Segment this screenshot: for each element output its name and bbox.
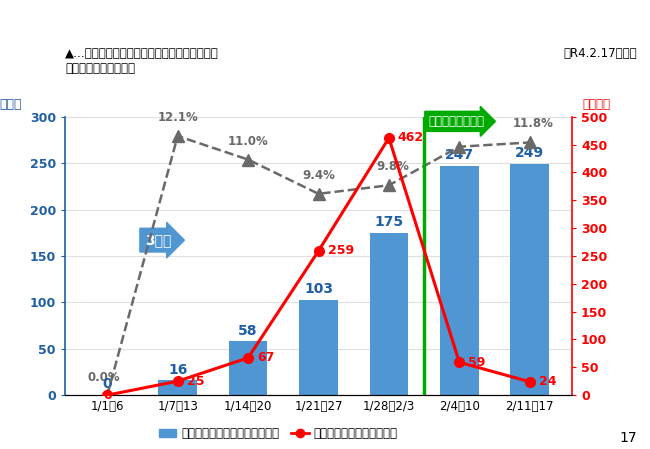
Text: 11.0%: 11.0% <box>227 135 268 148</box>
Legend: 陽性者数（市立学校児童生徒）, 学級閉鎖数合計（小中高）: 陽性者数（市立学校児童生徒）, 学級閉鎖数合計（小中高） <box>154 423 402 445</box>
Text: 学級閉鎖基準変更: 学級閉鎖基準変更 <box>428 115 484 128</box>
Text: 《3学期以降》市立学校の児童生徒における新規陽性者数と学級閉鎖の状況（週単位）: 《3学期以降》市立学校の児童生徒における新規陽性者数と学級閉鎖の状況（週単位） <box>158 19 486 33</box>
Bar <box>510 164 549 395</box>
Text: 0: 0 <box>103 389 112 401</box>
Text: 462: 462 <box>397 132 424 145</box>
Text: 0: 0 <box>103 378 112 392</box>
Text: 103: 103 <box>304 282 333 296</box>
Text: 59: 59 <box>468 356 485 369</box>
Text: （R4.2.17現在）: （R4.2.17現在） <box>564 47 637 60</box>
Text: 25: 25 <box>187 375 204 387</box>
Text: 0.0%: 0.0% <box>87 371 120 384</box>
Text: 9.8%: 9.8% <box>376 160 409 173</box>
Bar <box>229 341 267 395</box>
Text: ▲…奈良市の新規陽性者数に対する児童生徒の: ▲…奈良市の新規陽性者数に対する児童生徒の <box>65 47 219 60</box>
Text: 16: 16 <box>168 362 187 377</box>
Text: 24: 24 <box>539 375 556 388</box>
Text: 249: 249 <box>515 146 544 160</box>
Text: 11.6%: 11.6% <box>439 122 480 135</box>
Text: 58: 58 <box>239 324 258 338</box>
Text: 247: 247 <box>445 148 474 162</box>
Bar <box>370 233 408 395</box>
Text: （人）: （人） <box>0 98 21 111</box>
Bar <box>299 299 338 395</box>
Bar <box>159 380 197 395</box>
Text: 259: 259 <box>328 244 354 257</box>
Text: 新規陽性者数の割合: 新規陽性者数の割合 <box>65 62 135 75</box>
Text: 17: 17 <box>619 431 637 445</box>
Text: 175: 175 <box>374 215 404 229</box>
Text: 11.8%: 11.8% <box>513 117 554 130</box>
Text: （学級）: （学級） <box>582 98 610 111</box>
Bar <box>440 166 478 395</box>
Text: 9.4%: 9.4% <box>302 169 335 182</box>
Text: 3学期: 3学期 <box>145 233 171 247</box>
Text: 12.1%: 12.1% <box>157 111 198 124</box>
Text: 67: 67 <box>257 351 274 364</box>
